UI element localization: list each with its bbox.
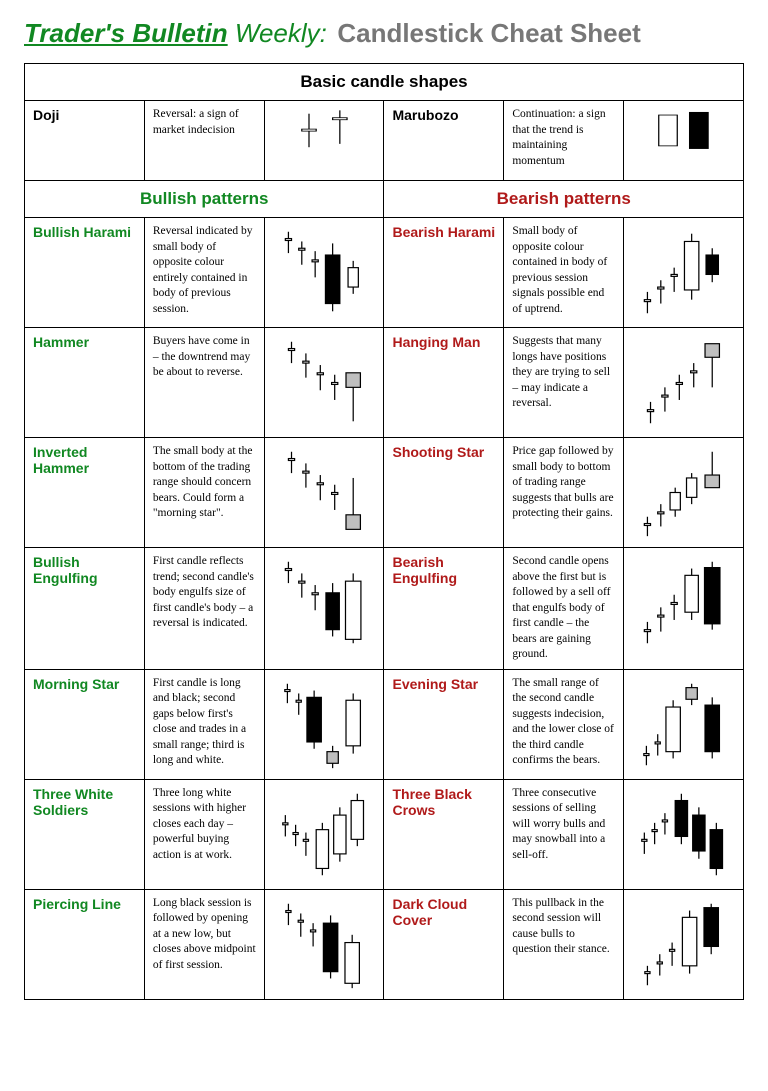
bearish-header: Bearish patterns [384, 181, 744, 218]
pattern-row: Bullish HaramiReversal indicated by smal… [25, 218, 744, 328]
bull-chart [264, 328, 384, 438]
bull-desc: The small body at the bottom of the trad… [144, 438, 264, 548]
bear-chart [624, 438, 744, 548]
bull-name: Morning Star [25, 669, 145, 779]
bull-chart [264, 779, 384, 889]
bull-name: Inverted Hammer [25, 438, 145, 548]
bear-desc: Second candle opens above the first but … [504, 548, 624, 670]
bull-chart [264, 889, 384, 999]
bear-chart [624, 779, 744, 889]
basic-section-title: Basic candle shapes [25, 64, 744, 101]
pattern-row: HammerBuyers have come in – the downtren… [25, 328, 744, 438]
bull-name: Three White Soldiers [25, 779, 145, 889]
bear-name: Bearish Harami [384, 218, 504, 328]
page-title: Candlestick Cheat Sheet [337, 18, 640, 48]
bull-name: Bullish Engulfing [25, 548, 145, 670]
pattern-row: Three White SoldiersThree long white ses… [25, 779, 744, 889]
cheat-sheet-table: Basic candle shapes Doji Reversal: a sig… [24, 63, 744, 1000]
bear-desc: Small body of opposite colour contained … [504, 218, 624, 328]
doji-desc: Reversal: a sign of market indecision [144, 101, 264, 181]
bear-chart [624, 889, 744, 999]
doji-name: Doji [25, 101, 145, 181]
marubozo-desc: Continuation: a sign that the trend is m… [504, 101, 624, 181]
bear-chart [624, 328, 744, 438]
bull-chart [264, 218, 384, 328]
bear-desc: Price gap followed by small body to bott… [504, 438, 624, 548]
bullish-header: Bullish patterns [25, 181, 384, 218]
page-header: Trader's Bulletin Weekly: Candlestick Ch… [24, 18, 744, 49]
doji-chart [264, 101, 384, 181]
bear-chart [624, 218, 744, 328]
bear-desc: This pullback in the second session will… [504, 889, 624, 999]
pattern-row: Piercing LineLong black session is follo… [25, 889, 744, 999]
bull-desc: First candle reflects trend; second cand… [144, 548, 264, 670]
marubozo-chart [624, 101, 744, 181]
weekly-text: Weekly: [228, 18, 327, 48]
bear-chart [624, 548, 744, 670]
bull-name: Hammer [25, 328, 145, 438]
marubozo-name: Marubozo [384, 101, 504, 181]
pattern-row: Inverted HammerThe small body at the bot… [25, 438, 744, 548]
bear-name: Three Black Crows [384, 779, 504, 889]
bear-name: Dark Cloud Cover [384, 889, 504, 999]
pattern-row: Morning StarFirst candle is long and bla… [25, 669, 744, 779]
bear-name: Evening Star [384, 669, 504, 779]
bull-desc: Three long white sessions with higher cl… [144, 779, 264, 889]
bear-desc: The small range of the second candle sug… [504, 669, 624, 779]
bull-chart [264, 548, 384, 670]
bull-name: Bullish Harami [25, 218, 145, 328]
bear-chart [624, 669, 744, 779]
bear-name: Shooting Star [384, 438, 504, 548]
basic-row: Doji Reversal: a sign of market indecisi… [25, 101, 744, 181]
bull-desc: Buyers have come in – the downtrend may … [144, 328, 264, 438]
bull-desc: First candle is long and black; second g… [144, 669, 264, 779]
pattern-row: Bullish EngulfingFirst candle reflects t… [25, 548, 744, 670]
bear-name: Bearish Engulfing [384, 548, 504, 670]
brand-text: Trader's Bulletin [24, 18, 228, 48]
bull-name: Piercing Line [25, 889, 145, 999]
bull-chart [264, 438, 384, 548]
bear-name: Hanging Man [384, 328, 504, 438]
bear-desc: Suggests that many longs have positions … [504, 328, 624, 438]
bull-desc: Long black session is followed by openin… [144, 889, 264, 999]
bull-desc: Reversal indicated by small body of oppo… [144, 218, 264, 328]
bear-desc: Three consecutive sessions of selling wi… [504, 779, 624, 889]
bull-chart [264, 669, 384, 779]
